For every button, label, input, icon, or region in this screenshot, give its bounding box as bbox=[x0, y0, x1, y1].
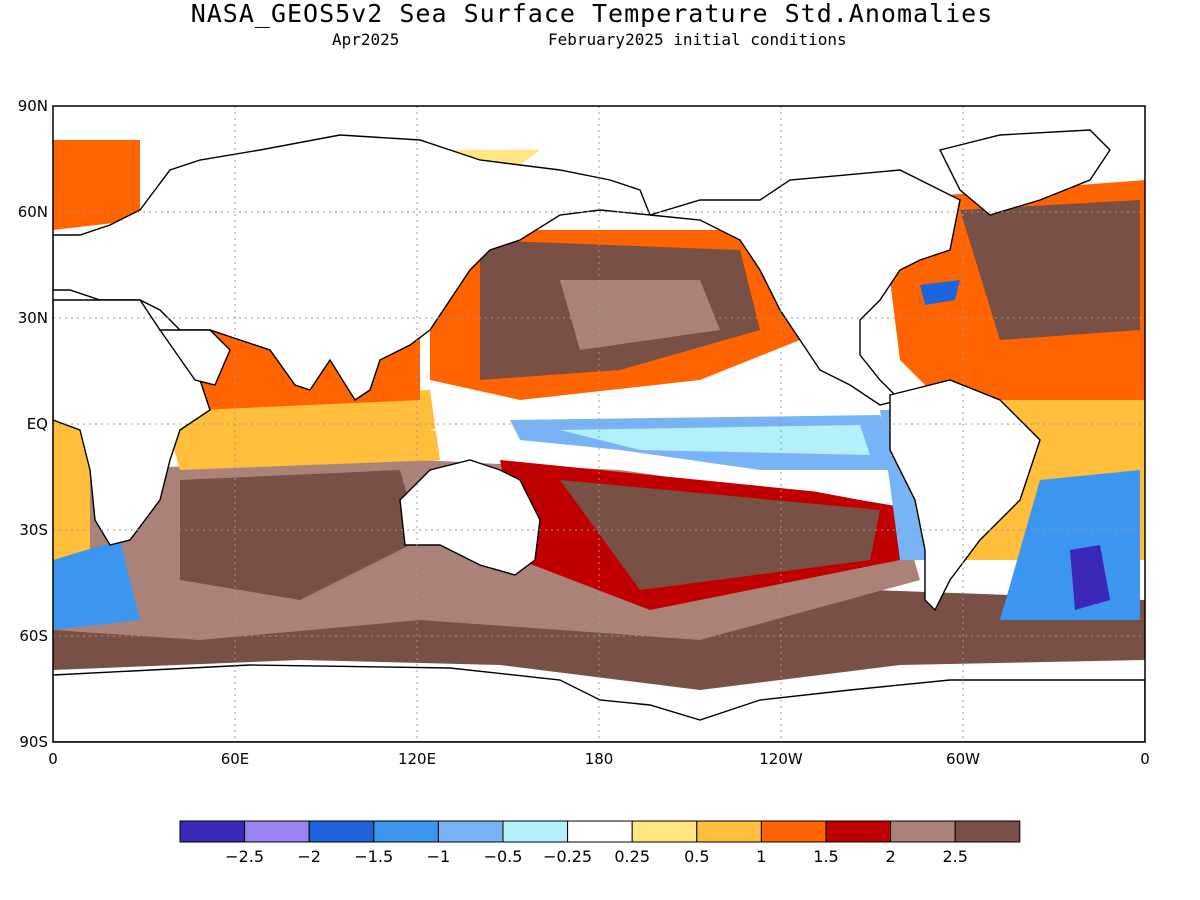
colorbar-label: 2.5 bbox=[942, 847, 967, 866]
colorbar-swatch bbox=[825, 820, 892, 843]
colorbar-swatch bbox=[890, 820, 956, 843]
colorbar-swatch bbox=[437, 820, 504, 843]
antarctica-outline bbox=[53, 664, 1145, 742]
colorbar-swatch bbox=[760, 820, 827, 843]
lon-tick-label: 60W bbox=[946, 750, 980, 768]
south-america-outline bbox=[889, 379, 1041, 612]
australia-outline bbox=[399, 459, 541, 576]
colorbar-label: 0.25 bbox=[614, 847, 650, 866]
lat-tick-label: 30N bbox=[18, 309, 48, 327]
colorbar-label: −0.5 bbox=[484, 847, 523, 866]
lat-tick-label: 60N bbox=[18, 203, 48, 221]
land-masses bbox=[53, 129, 1145, 742]
colorbar-swatch bbox=[244, 820, 310, 843]
lon-tick-label: 120E bbox=[398, 750, 436, 768]
chart-title: NASA_GEOS5v2 Sea Surface Temperature Std… bbox=[190, 0, 994, 28]
lat-tick-label: 30S bbox=[19, 521, 48, 539]
lon-axis: 0 60E 120E 180 120W 60W 0 bbox=[48, 750, 1150, 768]
colorbar-swatch bbox=[308, 820, 375, 843]
colorbar-swatch bbox=[502, 820, 569, 843]
lon-tick-label: 0 bbox=[48, 750, 58, 768]
arabia-outline bbox=[158, 329, 231, 386]
colorbar-label: 0.5 bbox=[684, 847, 709, 866]
north-america-outline bbox=[649, 169, 961, 406]
colorbar-label: −1.5 bbox=[354, 847, 393, 866]
lat-tick-label: EQ bbox=[27, 415, 48, 433]
colorbar-swatch bbox=[631, 820, 698, 843]
colorbar-label: 1.5 bbox=[813, 847, 838, 866]
colorbar-label: −1 bbox=[427, 847, 451, 866]
africa-outline bbox=[53, 299, 211, 546]
greenland-outline bbox=[938, 129, 1111, 216]
lat-axis: 90N 60N 30N EQ 30S 60S 90S bbox=[18, 97, 48, 751]
gridlines bbox=[53, 106, 1145, 742]
colorbar-swatch bbox=[567, 820, 633, 843]
colorbar-label: −2 bbox=[297, 847, 321, 866]
lon-tick-label: 60E bbox=[221, 750, 250, 768]
init-conditions-label: February2025 initial conditions bbox=[548, 30, 847, 49]
lon-tick-label: 120W bbox=[759, 750, 803, 768]
colorbar-swatch bbox=[696, 820, 762, 843]
lat-tick-label: 60S bbox=[19, 627, 48, 645]
lon-tick-label: 0 bbox=[1140, 750, 1150, 768]
lon-tick-label: 180 bbox=[585, 750, 614, 768]
lat-tick-label: 90S bbox=[19, 733, 48, 751]
map-frame bbox=[52, 105, 1146, 743]
valid-month-label: Apr2025 bbox=[332, 30, 400, 49]
colorbar-label: −2.5 bbox=[225, 847, 264, 866]
colorbar-labels: −2.5 −2 −1.5 −1 −0.5 −0.25 0.25 0.5 1 1.5 2 2.5 bbox=[225, 847, 968, 866]
colorbar-swatch bbox=[373, 820, 439, 843]
colorbar-label: −0.25 bbox=[543, 847, 592, 866]
colorbar-swatch bbox=[179, 820, 246, 843]
colorbar-label: 1 bbox=[756, 847, 766, 866]
lat-tick-label: 90N bbox=[18, 97, 48, 115]
colorbar-swatch bbox=[954, 820, 1021, 843]
colorbar-label: 2 bbox=[886, 847, 896, 866]
colorbar bbox=[179, 820, 1021, 843]
